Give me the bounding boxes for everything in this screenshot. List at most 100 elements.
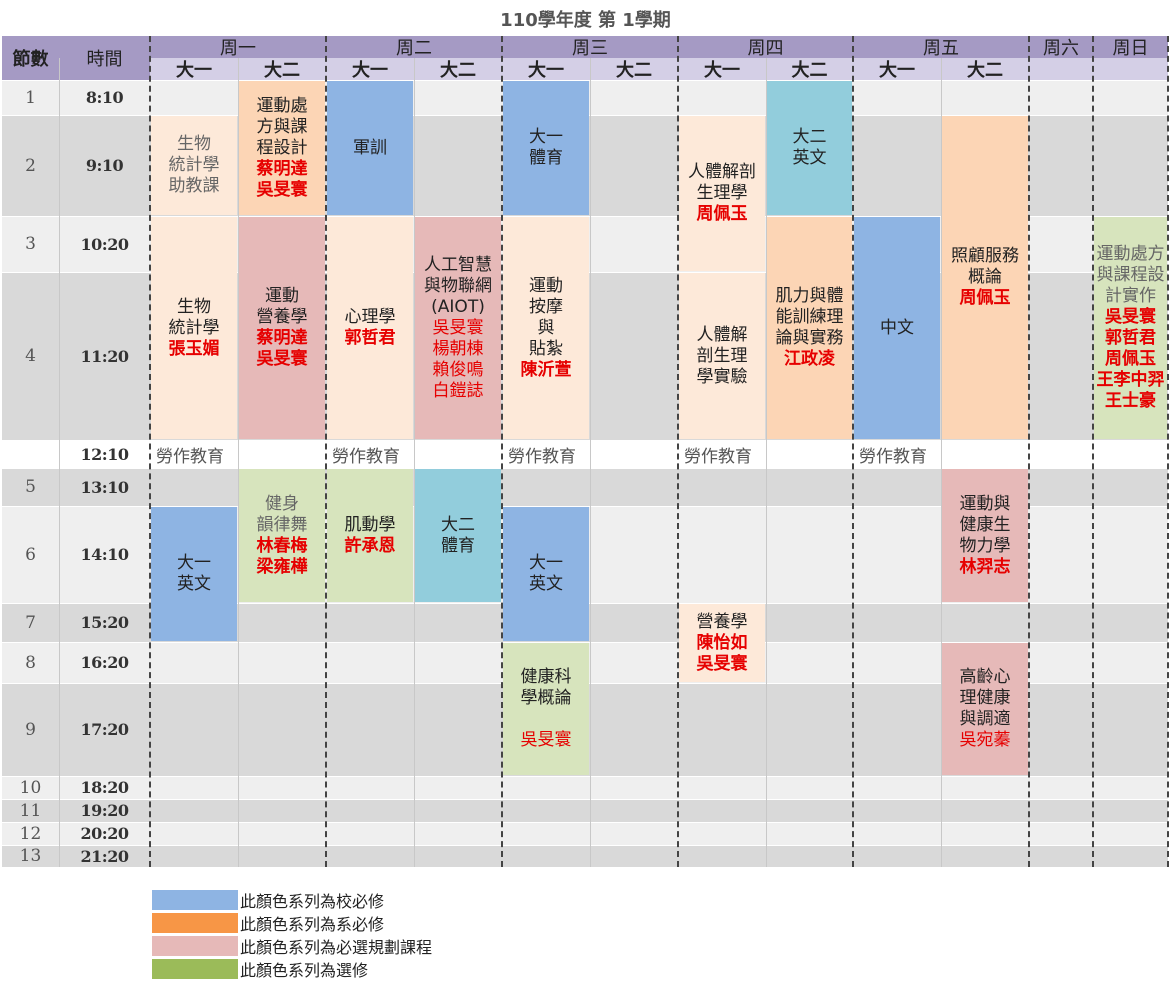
header-year: 大一: [678, 58, 766, 81]
course-block[interactable]: 軍訓: [327, 81, 413, 215]
course-teacher: 吳旻寰: [696, 653, 748, 674]
course-block[interactable]: 人體解剖 生理學 周佩玉: [679, 116, 765, 271]
lunch-label: 勞作教育: [859, 446, 927, 467]
legend-label: 此顏色系列為系必修: [240, 915, 385, 934]
column-divider: [414, 58, 415, 867]
course-teacher: 吳旻寰: [256, 179, 308, 200]
course-name-line: 照顧服務: [951, 246, 1019, 266]
course-name-line: 肌動學: [344, 514, 396, 535]
period-number: 3: [25, 234, 36, 254]
course-name-line: 理健康: [959, 688, 1011, 708]
course-block[interactable]: 健康科 學概論 吳旻寰: [503, 643, 589, 775]
course-block[interactable]: 心理學 郭哲君: [327, 217, 413, 439]
period-number: 13: [19, 846, 42, 866]
course-block[interactable]: 大二 體育: [415, 469, 501, 602]
period-time: 21:20: [80, 846, 129, 866]
table-row: [2, 822, 1168, 845]
course-block[interactable]: 運動 按摩與貼紮 陳沂萱: [503, 217, 589, 439]
course-teacher: 陳怡如: [696, 632, 748, 653]
legend-swatch: [152, 936, 238, 956]
period-number: 12: [19, 823, 42, 844]
row-divider: [2, 799, 1168, 800]
course-name-line: 計實作: [1105, 286, 1156, 306]
day-divider: [852, 36, 854, 867]
row-divider: [2, 642, 1168, 643]
row-divider: [2, 506, 1168, 507]
course-block[interactable]: 中文: [854, 217, 940, 439]
course-teacher: 蔡明達: [256, 328, 308, 348]
course-name-line: 體育: [441, 535, 475, 556]
course-teacher: 江政凌: [784, 349, 835, 369]
course-teacher: 王李中羿: [1096, 370, 1165, 390]
course-teacher: 周佩玉: [1105, 349, 1156, 369]
period-time: 20:20: [80, 824, 129, 843]
header-day: 周五: [853, 36, 1029, 59]
course-block[interactable]: 大一 英文: [151, 507, 237, 641]
course-name-line: 剖生理: [696, 345, 748, 366]
course-block[interactable]: 大二 英文: [767, 81, 852, 215]
table-row: [2, 799, 1168, 822]
period-time: 8:10: [85, 88, 124, 107]
course-block[interactable]: 營養學 陳怡如 吳旻寰: [679, 604, 765, 682]
course-teacher: 陳沂萱: [520, 359, 572, 380]
course-block[interactable]: 高齡心 理健康 與調適 吳宛蓁: [942, 643, 1028, 775]
course-name-line: 軍訓: [353, 137, 387, 158]
course-block[interactable]: 肌力與體 能訓練理 論與實務 江政凌: [767, 217, 852, 439]
header-time: 時間: [59, 36, 150, 80]
course-name-line: 與課程設: [1096, 265, 1165, 285]
course-name-line: 按摩: [529, 296, 563, 317]
course-name-line: 程設計: [256, 137, 308, 158]
course-name-line: (AIOT): [431, 296, 485, 317]
course-block[interactable]: 健身 韻律舞 林春梅 梁雍樺: [239, 469, 325, 602]
course-name-line: 英文: [177, 574, 211, 594]
course-block[interactable]: 運動與 健康生 物力學 林羿志: [942, 469, 1028, 602]
header-year: 大一: [502, 58, 590, 81]
page-title: 110學年度 第 1學期: [500, 10, 671, 31]
course-block[interactable]: 大一 體育: [503, 81, 589, 215]
header-year: 大二: [590, 58, 678, 81]
course-name-line: 統計學: [168, 155, 220, 175]
course-name-line: 健康生: [959, 514, 1011, 535]
day-divider: [677, 36, 679, 867]
legend-swatch: [152, 959, 238, 979]
course-name-line: 能訓練理: [775, 307, 844, 327]
course-name-line: 生物: [177, 296, 211, 317]
course-block[interactable]: 運動處 方與課 程設計 蔡明達 吳旻寰: [239, 81, 325, 215]
column-divider: [590, 58, 591, 867]
lunch-label: 勞作教育: [156, 446, 224, 467]
course-block[interactable]: 運動處方 與課程設 計實作 吳旻寰 郭哲君 周佩玉 王李中羿 王士豪: [1094, 217, 1167, 439]
course-name-line: 論與實務: [775, 328, 844, 348]
header-day: 周二: [326, 36, 502, 59]
course-teacher: 張玉媚: [168, 338, 220, 359]
day-divider: [325, 36, 327, 867]
day-divider: [149, 36, 151, 867]
course-teacher: 賴俊鳴: [432, 359, 484, 380]
course-block[interactable]: 運動 營養學 蔡明達 吳旻寰: [239, 217, 325, 439]
header-day: 周六: [1029, 36, 1093, 59]
header-year: 大一: [150, 58, 238, 81]
row-divider: [2, 80, 1168, 81]
period-number: 9: [25, 719, 36, 740]
table-row: [2, 440, 1168, 468]
course-block[interactable]: 肌動學 許承恩: [327, 469, 413, 602]
period-time: 19:20: [80, 801, 129, 820]
course-block[interactable]: 人工智慧 與物聯網 (AIOT) 吳旻寰 楊朝棟 賴俊鳴 白鎧誌: [415, 217, 501, 439]
period-number: 10: [19, 777, 42, 798]
course-block[interactable]: 照顧服務 概論 周佩玉: [942, 116, 1028, 439]
column-divider: [59, 58, 60, 867]
course-name-line: 貼紮: [529, 338, 563, 359]
course-teacher: 白鎧誌: [432, 380, 484, 401]
period-time: 18:20: [80, 778, 129, 797]
header-day: 周四: [678, 36, 853, 59]
course-block[interactable]: 人體解 剖生理 學實驗: [679, 273, 765, 439]
course-teacher: 吳旻寰: [520, 730, 572, 750]
period-time: 15:20: [80, 613, 129, 632]
row-divider: [2, 440, 1168, 441]
period-time: 14:10: [80, 545, 129, 564]
course-block[interactable]: 生物 統計學 助教課: [151, 116, 237, 215]
header-year-empty: [1029, 58, 1093, 80]
header-year: 大二: [941, 58, 1029, 81]
course-block[interactable]: 生物 統計學 張玉媚: [151, 217, 237, 439]
course-block[interactable]: 大一 英文: [503, 507, 589, 641]
day-divider: [1028, 36, 1030, 867]
